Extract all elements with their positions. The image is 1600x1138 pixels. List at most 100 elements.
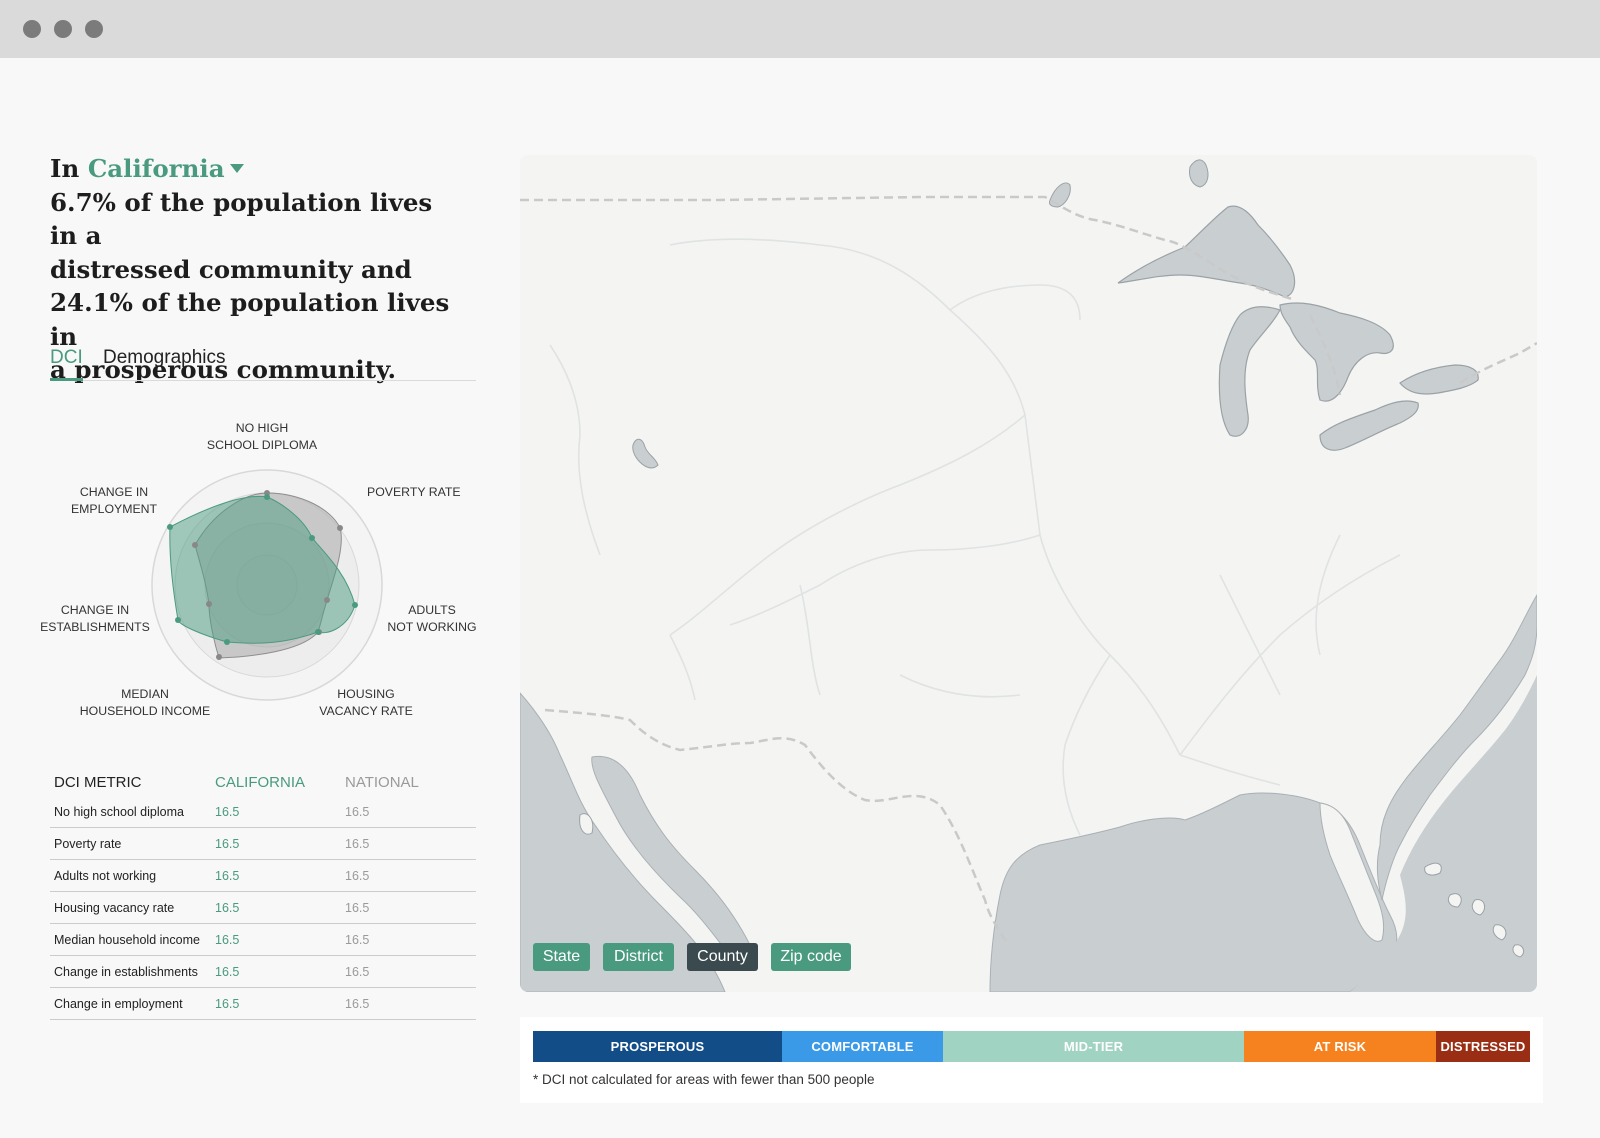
canada-border: [520, 195, 1296, 302]
browser-chrome: [0, 0, 1600, 58]
table-row: Poverty rate 16.5 16.5: [50, 828, 476, 860]
lake-erie: [1319, 400, 1419, 451]
dci-legend: PROSPEROUS COMFORTABLE MID-TIER AT RISK …: [520, 1017, 1543, 1103]
row-state-value: 16.5: [215, 933, 240, 947]
caret-down-icon[interactable]: [229, 164, 244, 173]
minimize-dot-icon[interactable]: [54, 20, 72, 38]
row-national-value: 16.5: [345, 997, 370, 1011]
california-point-income: [224, 639, 230, 645]
florida: [1319, 802, 1385, 942]
tab-dci[interactable]: DCI: [50, 347, 83, 381]
row-national-value: 16.5: [345, 933, 370, 947]
row-metric: No high school diploma: [54, 805, 184, 819]
us-map[interactable]: State District County Zip code: [520, 155, 1537, 992]
lake-michigan: [1218, 306, 1281, 437]
tab-demographics[interactable]: Demographics: [103, 347, 226, 368]
legend-segment-comfortable: COMFORTABLE: [782, 1031, 943, 1062]
california-point-housing: [315, 629, 321, 635]
map-canvas[interactable]: [520, 155, 1537, 992]
lake-superior: [1117, 205, 1296, 298]
california-points: [167, 494, 358, 645]
headline-prefix: In: [50, 154, 80, 183]
row-national-value: 16.5: [345, 965, 370, 979]
great-salt-lake: [632, 438, 659, 469]
caribbean-islands: [579, 813, 1525, 958]
tab-bar: DCI Demographics: [50, 347, 476, 381]
legend-bar: PROSPEROUS COMFORTABLE MID-TIER AT RISK …: [533, 1031, 1530, 1062]
table-row: No high school diploma 16.5 16.5: [50, 796, 476, 828]
dci-metric-table: DCI METRIC CALIFORNIA NATIONAL No high s…: [50, 772, 476, 1020]
california-point-employment: [167, 524, 173, 530]
national-point-establishments: [206, 601, 212, 607]
radar-label-establishments-1: CHANGE IN: [61, 603, 129, 617]
lake-small-northwest: [1049, 182, 1071, 208]
row-metric: Poverty rate: [54, 837, 122, 851]
legend-footnote: * DCI not calculated for areas with fewe…: [533, 1072, 875, 1087]
headline: In California 6.7% of the population liv…: [50, 152, 460, 387]
row-metric: Housing vacancy rate: [54, 901, 175, 915]
state-selector[interactable]: California: [87, 154, 225, 183]
legend-segment-distressed: DISTRESSED: [1436, 1031, 1530, 1062]
radar-label-diploma-2: SCHOOL DIPLOMA: [207, 438, 318, 452]
legend-segment-prosperous: PROSPEROUS: [533, 1031, 782, 1062]
row-state-value: 16.5: [215, 805, 240, 819]
row-state-value: 16.5: [215, 837, 240, 851]
geo-button-district[interactable]: District: [603, 943, 674, 971]
geo-button-zip-code[interactable]: Zip code: [771, 943, 851, 971]
rivers: [549, 238, 1401, 836]
close-dot-icon[interactable]: [23, 20, 41, 38]
row-metric: Change in establishments: [54, 965, 198, 979]
radar-label-poverty: POVERTY RATE: [367, 485, 461, 499]
california-point-poverty: [309, 535, 315, 541]
california-point-diploma: [264, 494, 270, 500]
radar-label-income-1: MEDIAN: [121, 687, 169, 701]
legend-segment-at-risk: AT RISK: [1244, 1031, 1436, 1062]
dci-radar-chart: NO HIGH SCHOOL DIPLOMA POVERTY RATE ADUL…: [40, 421, 477, 718]
radar-label-adults-1: ADULTS: [408, 603, 456, 617]
row-state-value: 16.5: [215, 869, 240, 883]
california-point-adults: [352, 602, 358, 608]
mexico-border: [544, 708, 1010, 946]
row-metric: Adults not working: [54, 869, 157, 883]
row-state-value: 16.5: [215, 997, 240, 1011]
radar-label-employment-2: EMPLOYMENT: [71, 502, 158, 516]
geo-button-state[interactable]: State: [533, 943, 590, 971]
california-point-establishments: [175, 617, 181, 623]
radar-label-income-2: HOUSEHOLD INCOME: [80, 704, 211, 718]
table-row: Adults not working 16.5 16.5: [50, 860, 476, 892]
row-national-value: 16.5: [345, 805, 370, 819]
gulf-of-mexico: [989, 792, 1398, 992]
row-state-value: 16.5: [215, 901, 240, 915]
radar-label-diploma-1: NO HIGH: [236, 421, 289, 435]
atlantic-ocean-east: [1350, 625, 1537, 992]
headline-line-4: a prosperous community.: [50, 355, 396, 384]
table-row: Median household income 16.5 16.5: [50, 924, 476, 956]
maximize-dot-icon[interactable]: [85, 20, 103, 38]
radar-label-housing-1: HOUSING: [337, 687, 394, 701]
canada-border-east: [1308, 314, 1537, 396]
headline-line-2: distressed community and: [50, 254, 412, 284]
table-row: Change in establishments 16.5 16.5: [50, 956, 476, 988]
header-metric: DCI METRIC: [54, 774, 142, 791]
table-row: Housing vacancy rate 16.5 16.5: [50, 892, 476, 924]
radar-label-adults-2: NOT WORKING: [387, 620, 476, 634]
national-point-employment: [192, 542, 198, 548]
table-header: DCI METRIC CALIFORNIA NATIONAL: [50, 772, 476, 796]
headline-line-1: 6.7% of the population lives in a: [50, 187, 433, 251]
radar-label-housing-2: VACANCY RATE: [319, 704, 413, 718]
headline-line-3: 24.1% of the population lives in: [50, 288, 450, 351]
lake-huron: [1279, 302, 1394, 402]
legend-segment-mid-tier: MID-TIER: [943, 1031, 1244, 1062]
radar-label-employment-1: CHANGE IN: [80, 485, 148, 499]
row-state-value: 16.5: [215, 965, 240, 979]
radar-label-establishments-2: ESTABLISHMENTS: [40, 620, 150, 634]
atlantic-ocean: [1376, 594, 1537, 901]
header-national: NATIONAL: [345, 774, 419, 791]
geo-button-county[interactable]: County: [687, 943, 758, 971]
row-national-value: 16.5: [345, 837, 370, 851]
row-national-value: 16.5: [345, 869, 370, 883]
lake-ontario: [1399, 364, 1479, 395]
row-metric: Median household income: [54, 933, 200, 947]
table-row: Change in employment 16.5 16.5: [50, 988, 476, 1020]
headline-state-line: In California: [50, 152, 460, 186]
